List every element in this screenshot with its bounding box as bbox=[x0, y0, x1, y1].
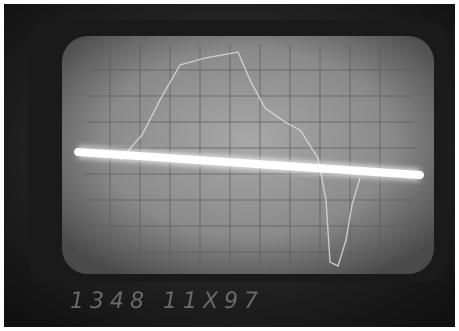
page: {"label": "1348 11X97"} 1348 11X97 (() =… bbox=[0, 0, 459, 331]
oscilloscope-photo: 1348 11X97 bbox=[0, 0, 459, 331]
panel-label: 1348 11X97 bbox=[70, 289, 264, 314]
